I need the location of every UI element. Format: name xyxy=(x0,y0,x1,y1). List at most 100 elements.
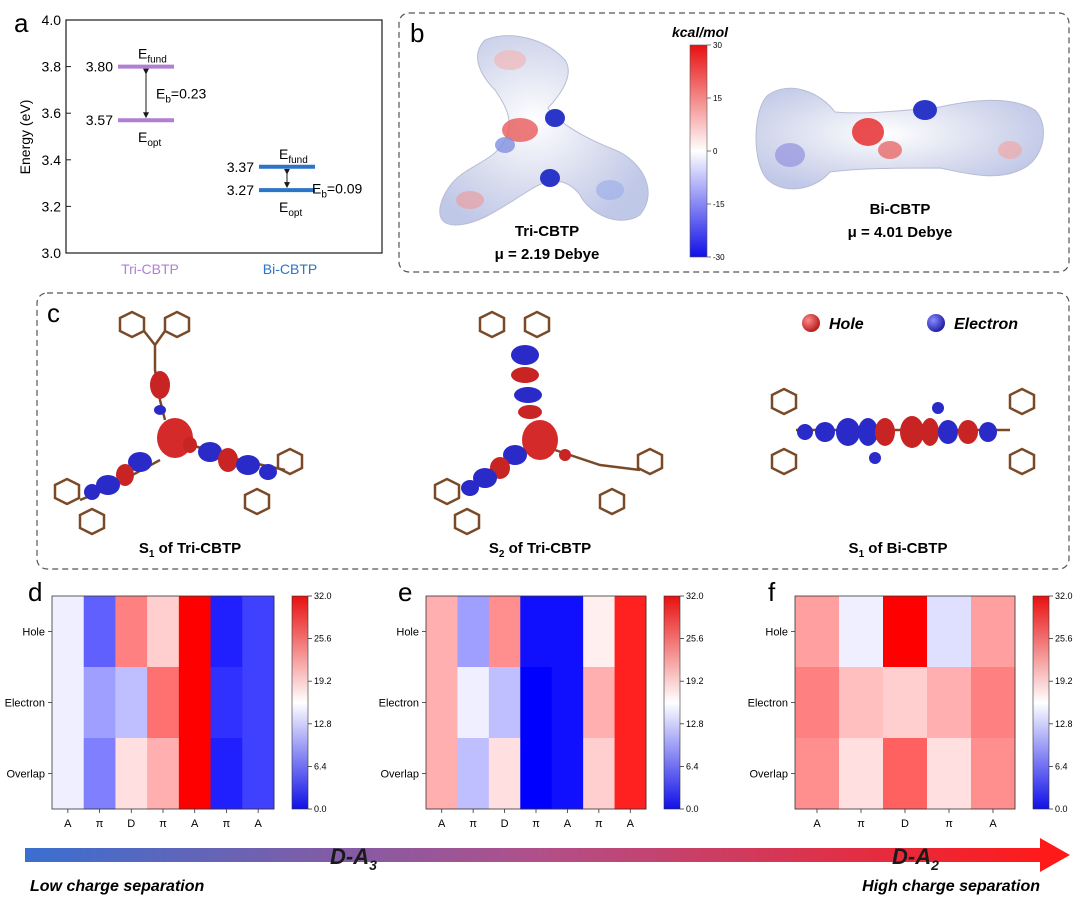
colorbar-tick-label: 12.8 xyxy=(314,719,332,729)
heatmap-cell xyxy=(178,738,212,810)
caption-s1-tri: S1 of Tri-CBTP xyxy=(139,540,241,560)
energy-tick-label: 3.8 xyxy=(42,59,62,75)
opt-level-value: 3.27 xyxy=(227,182,254,198)
heatmap-col-label: A xyxy=(64,818,72,830)
colorbar-tick-label: 0.0 xyxy=(1055,804,1068,814)
energy-tick-label: 3.2 xyxy=(42,198,62,214)
colorbar-tick-label: 12.8 xyxy=(1055,719,1073,729)
heatmap-row-label: Overlap xyxy=(749,769,788,781)
energy-tick-label: 3.4 xyxy=(42,152,62,168)
electron-legend-marker xyxy=(927,314,945,332)
bi-cbtp-name: Bi-CBTP xyxy=(870,201,931,218)
colorbar-tick-label: 32.0 xyxy=(1055,591,1073,601)
heatmap-cell xyxy=(210,738,243,810)
heatmap-cell xyxy=(927,667,972,739)
high-charge-separation-text: High charge separation xyxy=(862,878,1040,895)
heatmap-cell xyxy=(971,738,1016,810)
heatmap-cell xyxy=(520,596,553,668)
colorbar-tick-label: 25.6 xyxy=(314,634,332,644)
heatmap-col-label: π xyxy=(469,818,477,830)
heatmap-cell xyxy=(520,738,553,810)
heatmap-cell xyxy=(210,667,243,739)
heatmap-cell xyxy=(971,596,1016,668)
heatmap-col-label: π xyxy=(223,818,231,830)
bi-cbtp-dipole: μ = 4.01 Debye xyxy=(848,224,953,241)
energy-plot-frame xyxy=(65,19,383,254)
heatmap-cell xyxy=(883,596,928,668)
heatmap-cell xyxy=(883,667,928,739)
colorbar-tick-label: 32.0 xyxy=(686,591,704,601)
caption-s1-bi: S1 of Bi-CBTP xyxy=(849,540,948,560)
panel-b-frame xyxy=(398,12,1070,273)
heatmap-cell xyxy=(178,596,212,668)
heatmap-cell xyxy=(52,667,85,739)
fund-level-label: Efund xyxy=(138,46,167,66)
heatmap-cell xyxy=(426,596,458,668)
heatmap-cell xyxy=(839,596,884,668)
opt-level-label: Eopt xyxy=(279,199,302,219)
heatmap-cell xyxy=(178,667,212,739)
heatmap-col-label: A xyxy=(438,818,446,830)
heatmap-cell xyxy=(426,738,458,810)
tri-cbtp-dipole: μ = 2.19 Debye xyxy=(495,246,600,263)
colorbar-tick-label: 19.2 xyxy=(1055,676,1073,686)
heatmap-col-label: A xyxy=(564,818,572,830)
heatmap-cell xyxy=(971,667,1016,739)
hole-legend-label: Hole xyxy=(829,316,864,333)
energy-y-axis-label: Energy (eV) xyxy=(17,100,33,175)
esp-tick-label: -15 xyxy=(713,200,725,209)
heatmap-cell xyxy=(795,738,840,810)
panel-label-b: b xyxy=(410,18,424,48)
hole-legend-marker xyxy=(802,314,820,332)
s2-tri-cbtp-orbitals xyxy=(433,310,664,536)
heatmap-col-label: π xyxy=(857,818,865,830)
opt-level-label: Eopt xyxy=(138,129,161,149)
colorbar-tick-label: 19.2 xyxy=(314,676,332,686)
heatmap-row-label: Overlap xyxy=(6,769,45,781)
heatmap-cell xyxy=(839,738,884,810)
s1-tri-cbtp-orbitals xyxy=(53,310,304,536)
heatmap-row-label: Hole xyxy=(765,627,788,639)
heatmap-cell xyxy=(583,667,616,739)
heatmap-col-label: D xyxy=(127,818,135,830)
panel-a: a Energy (eV) 3.0 3.2 3.4 3.6 3.8 4.0 3.80 3.5… xyxy=(14,8,383,277)
esp-tick-label: -30 xyxy=(713,253,725,262)
charge-separation-arrow: D-A3 D-A2 Low charge separation High cha… xyxy=(25,838,1070,895)
heatmap-col-label: A xyxy=(627,818,635,830)
caption-s2-tri: S2 of Tri-CBTP xyxy=(489,540,591,560)
heatmap-cell xyxy=(614,667,647,739)
heatmap-cell xyxy=(927,738,972,810)
heatmap-cell xyxy=(927,596,972,668)
heatmap-col-label: π xyxy=(595,818,603,830)
heatmap-cell xyxy=(457,738,490,810)
colorbar-tick-label: 12.8 xyxy=(686,719,704,729)
heatmap-cell xyxy=(426,667,458,739)
heatmap-colorbar xyxy=(291,595,309,810)
colorbar-tick-label: 32.0 xyxy=(314,591,332,601)
esp-tick-label: 0 xyxy=(713,147,718,156)
heatmap-cell xyxy=(242,738,275,810)
heatmap-cell xyxy=(147,738,180,810)
heatmap-cell xyxy=(488,596,521,668)
colorbar-tick-label: 25.6 xyxy=(686,634,704,644)
panel-c: c Hole Electron xyxy=(36,292,1070,570)
fund-level-value: 3.37 xyxy=(227,159,254,175)
heatmap-col-label: D xyxy=(501,818,509,830)
opt-level-value: 3.57 xyxy=(86,112,113,128)
energy-y-ticks: 3.0 3.2 3.4 3.6 3.8 4.0 xyxy=(42,12,71,261)
heatmap-col-label: A xyxy=(191,818,199,830)
heatmap-cell xyxy=(614,738,647,810)
heatmap-cell xyxy=(614,596,647,668)
heatmap-col-label: A xyxy=(254,818,262,830)
low-charge-separation-text: Low charge separation xyxy=(30,878,204,895)
heatmap-row-label: Overlap xyxy=(380,769,419,781)
fund-level-value: 3.80 xyxy=(86,59,113,75)
heatmap-cell xyxy=(551,738,584,810)
arrow-head xyxy=(1040,838,1070,872)
heatmap-row-label: Electron xyxy=(5,698,45,710)
heatmap-cell xyxy=(52,596,85,668)
heatmap-cell xyxy=(583,596,616,668)
